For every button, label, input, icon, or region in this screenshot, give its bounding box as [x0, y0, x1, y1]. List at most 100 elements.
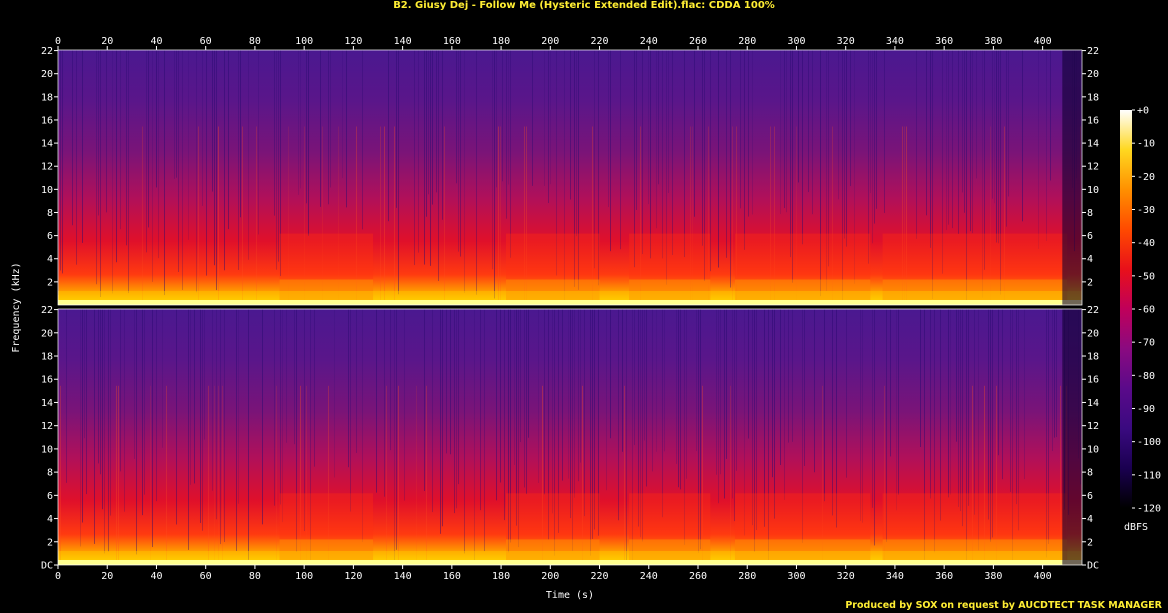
x-tick-label-top: 40: [150, 36, 162, 47]
x-tick-label-bottom: 40: [150, 571, 162, 582]
colorbar-tick-label: -100: [1137, 437, 1161, 448]
spectrogram-channel-top: [57, 49, 1083, 306]
y-axis-label: Frequency (kHz): [11, 262, 22, 352]
x-tick-label-top: 0: [55, 36, 61, 47]
y-tick-label-bottom-right: 20: [1087, 328, 1099, 339]
y-tick-label-bottom-left: 22: [41, 305, 53, 316]
y-tick-label-bottom-right: DC: [1087, 561, 1099, 572]
x-tick-label-top: 120: [344, 36, 362, 47]
colorbar-tick-label: -50: [1137, 271, 1155, 282]
x-tick-label-bottom: 160: [443, 571, 461, 582]
y-tick-label-bottom-right: 16: [1087, 375, 1099, 386]
y-tick-label-top-left: 4: [47, 254, 53, 265]
x-tick-label-top: 320: [837, 36, 855, 47]
y-tick-label-bottom-right: 4: [1087, 514, 1093, 525]
x-tick-label-top: 80: [249, 36, 261, 47]
x-tick-label-top: 160: [443, 36, 461, 47]
y-tick-label-bottom-left: 14: [41, 398, 53, 409]
dc-band: [58, 300, 1082, 305]
colorbar-tick-label: -90: [1137, 404, 1155, 415]
y-tick-label-bottom-left: DC: [41, 561, 53, 572]
x-axis-label: Time (s): [546, 590, 594, 601]
y-tick-label-top-left: 14: [41, 139, 53, 150]
colorbar-tick-label: -40: [1137, 238, 1155, 249]
x-tick-label-bottom: 100: [295, 571, 313, 582]
y-tick-label-bottom-left: 20: [41, 328, 53, 339]
y-tick-label-bottom-left: 6: [47, 491, 53, 502]
x-tick-label-bottom: 380: [984, 571, 1002, 582]
y-tick-label-bottom-right: 18: [1087, 352, 1099, 363]
y-tick-label-top-right: 6: [1087, 231, 1093, 242]
x-tick-label-top: 360: [935, 36, 953, 47]
y-tick-label-top-right: 12: [1087, 162, 1099, 173]
colorbar: [1120, 110, 1132, 508]
y-tick-label-bottom-right: 12: [1087, 421, 1099, 432]
y-tick-label-top-left: 16: [41, 115, 53, 126]
x-tick-label-bottom: 400: [1034, 571, 1052, 582]
x-tick-label-bottom: 240: [640, 571, 658, 582]
y-tick-label-bottom-right: 22: [1087, 305, 1099, 316]
x-tick-label-bottom: 300: [787, 571, 805, 582]
x-tick-label-top: 220: [591, 36, 609, 47]
chart-title: B2. Giusy Dej - Follow Me (Hysteric Exte…: [393, 0, 775, 11]
x-tick-label-bottom: 180: [492, 571, 510, 582]
x-tick-label-bottom: 320: [837, 571, 855, 582]
x-tick-label-bottom: 280: [738, 571, 756, 582]
y-tick-label-bottom-left: 2: [47, 537, 53, 548]
x-tick-label-bottom: 0: [55, 571, 61, 582]
plot-frame: [57, 308, 1083, 566]
y-tick-label-bottom-right: 14: [1087, 398, 1099, 409]
colorbar-tick-label: -10: [1137, 139, 1155, 150]
y-tick-label-top-right: 10: [1087, 185, 1099, 196]
y-tick-label-top-left: 12: [41, 162, 53, 173]
colorbar-tick-label: -110: [1137, 470, 1161, 481]
x-tick-label-top: 200: [541, 36, 559, 47]
colorbar-tick-label: -60: [1137, 305, 1155, 316]
x-tick-label-top: 260: [689, 36, 707, 47]
plot-frame: [57, 49, 1083, 306]
x-tick-label-bottom: 360: [935, 571, 953, 582]
y-tick-label-top-right: 22: [1087, 46, 1099, 57]
x-tick-label-top: 380: [984, 36, 1002, 47]
x-tick-label-top: 340: [886, 36, 904, 47]
spectrogram-field: [58, 50, 1082, 305]
y-tick-label-bottom-right: 8: [1087, 468, 1093, 479]
x-tick-label-bottom: 60: [200, 571, 212, 582]
dc-band: [58, 560, 1082, 565]
x-tick-label-top: 240: [640, 36, 658, 47]
x-tick-label-bottom: 220: [591, 571, 609, 582]
x-tick-label-bottom: 120: [344, 571, 362, 582]
x-tick-label-bottom: 200: [541, 571, 559, 582]
y-tick-label-top-right: 2: [1087, 277, 1093, 288]
x-tick-label-top: 280: [738, 36, 756, 47]
colorbar-tick-label: -120: [1137, 504, 1161, 515]
y-tick-label-top-left: 18: [41, 92, 53, 103]
y-tick-label-bottom-right: 6: [1087, 491, 1093, 502]
colorbar-tick-label: -20: [1137, 172, 1155, 183]
y-tick-label-top-left: 2: [47, 277, 53, 288]
y-tick-label-bottom-left: 18: [41, 352, 53, 363]
y-tick-label-top-right: 4: [1087, 254, 1093, 265]
y-tick-label-top-left: 6: [47, 231, 53, 242]
x-tick-label-top: 100: [295, 36, 313, 47]
colorbar-tick-label: -30: [1137, 205, 1155, 216]
spectrogram-field: [58, 309, 1082, 565]
x-tick-label-bottom: 260: [689, 571, 707, 582]
y-tick-label-top-left: 22: [41, 46, 53, 57]
colorbar-unit-label: dBFS: [1124, 522, 1148, 533]
y-tick-label-top-right: 8: [1087, 208, 1093, 219]
colorbar-tick-label: -70: [1137, 338, 1155, 349]
y-tick-label-bottom-left: 4: [47, 514, 53, 525]
y-tick-label-bottom-left: 12: [41, 421, 53, 432]
x-tick-label-top: 60: [200, 36, 212, 47]
y-tick-label-bottom-right: 10: [1087, 444, 1099, 455]
y-tick-label-bottom-left: 10: [41, 444, 53, 455]
y-tick-label-top-right: 20: [1087, 69, 1099, 80]
y-tick-label-top-right: 16: [1087, 115, 1099, 126]
x-tick-label-top: 140: [394, 36, 412, 47]
spectrogram-channel-bottom: [57, 308, 1083, 566]
y-tick-label-bottom-left: 8: [47, 468, 53, 479]
x-tick-label-bottom: 80: [249, 571, 261, 582]
x-tick-label-top: 300: [787, 36, 805, 47]
